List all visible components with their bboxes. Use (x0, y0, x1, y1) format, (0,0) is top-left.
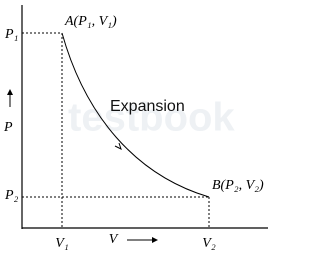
point-a-label: A(P₁, V₁) (64, 14, 117, 29)
v2-label: V₂ (202, 236, 216, 251)
curve-arrow (114, 142, 122, 150)
v1-label: V₁ (55, 236, 68, 251)
p2-label: P₂ (4, 188, 19, 203)
point-b-label: B(P₂, V₂) (212, 178, 264, 193)
v-arrow-head (152, 237, 158, 243)
p1-label: P₁ (4, 27, 18, 42)
process-label: Expansion (110, 98, 185, 115)
watermark: testbook (68, 96, 235, 140)
p-axis-label: P (3, 120, 13, 135)
expansion-curve (61, 32, 210, 198)
pv-diagram: testbook P₁ P₂ P V₁ V₂ V A(P₁, V₁) B(P₂,… (3, 5, 268, 251)
p-arrow-head (7, 89, 13, 95)
v-axis-label: V (109, 232, 119, 247)
